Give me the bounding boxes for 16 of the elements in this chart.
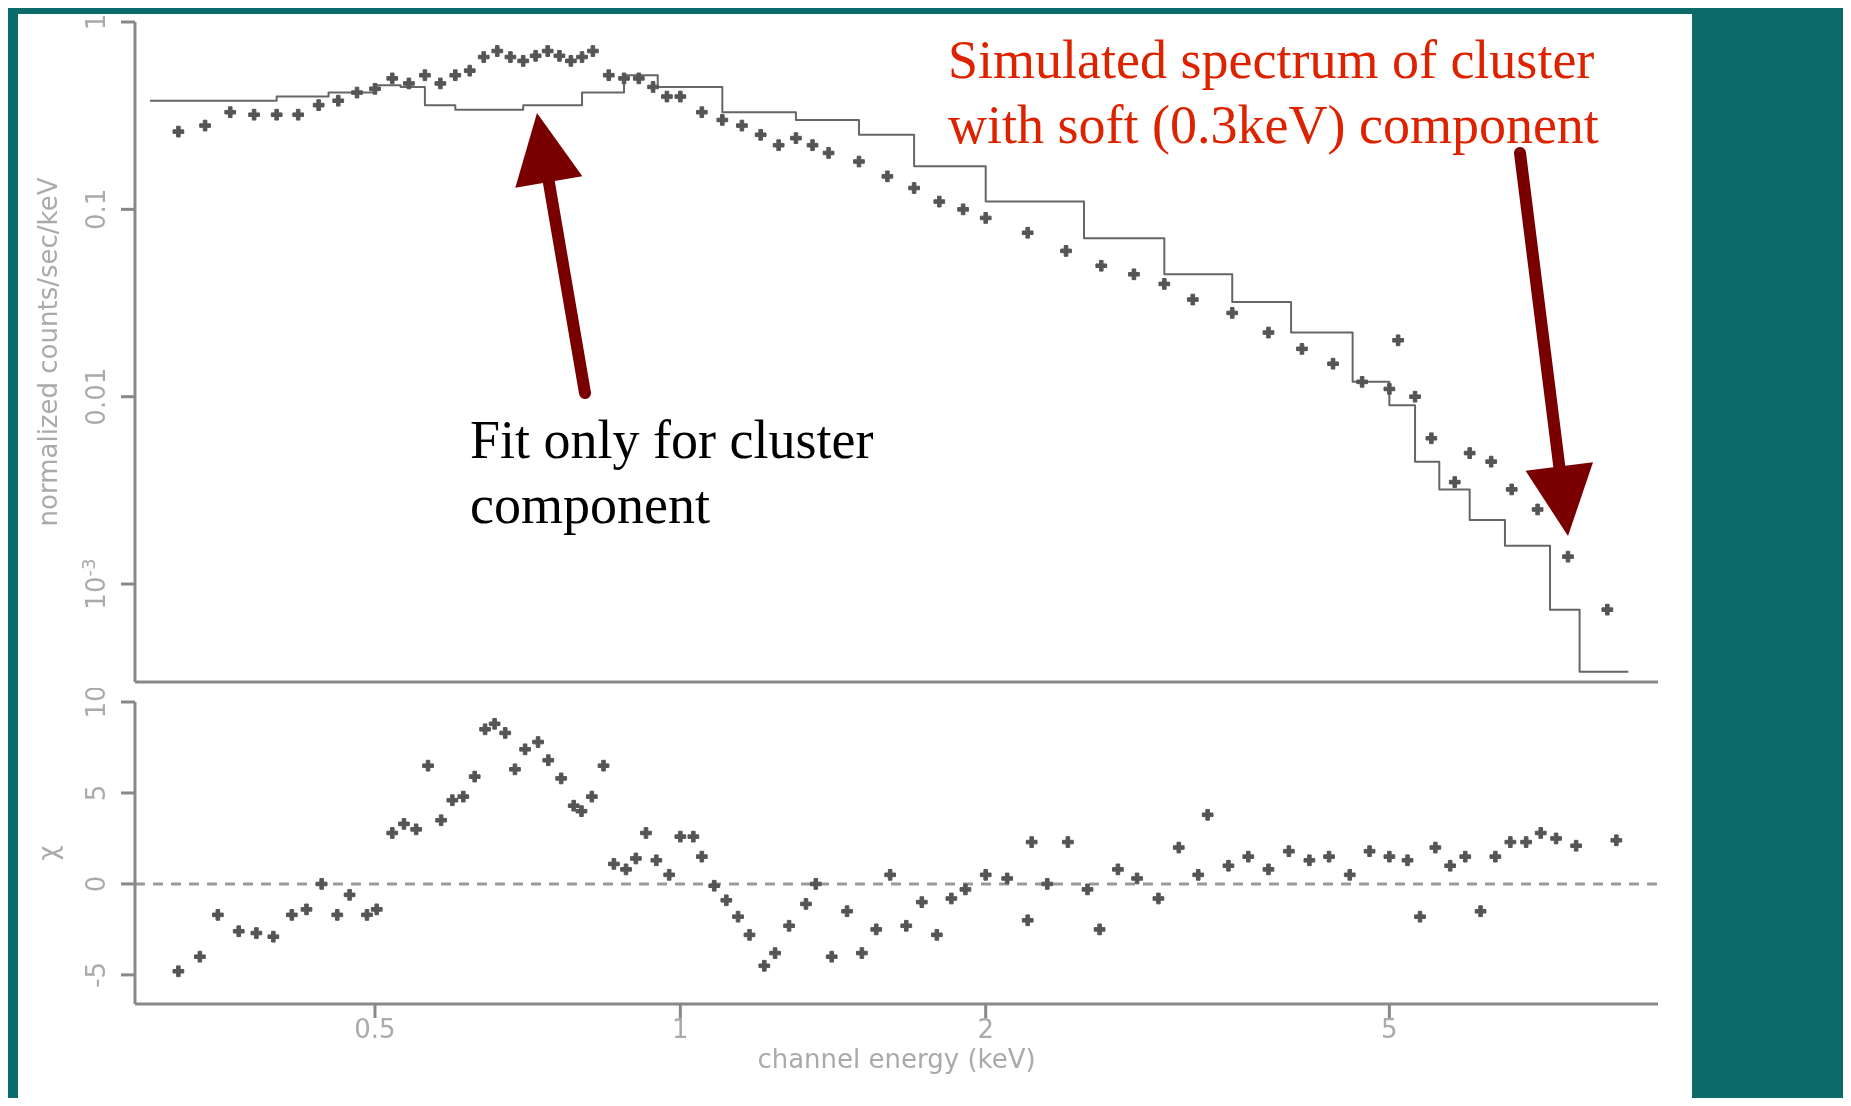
y-tick-label: 0.01 <box>81 367 111 426</box>
x-tick-label: 0.5 <box>354 1014 396 1045</box>
x-axis-title: channel energy (keV) <box>757 1044 1036 1074</box>
x-tick-label: 5 <box>1381 1014 1398 1045</box>
y-tick-label: 5 <box>81 784 111 802</box>
x-tick-label: 2 <box>977 1014 994 1045</box>
y-tick-label: 0 <box>81 875 111 893</box>
annotation: Fit only for cluster component <box>470 409 875 537</box>
y-axis-title: normalized counts/sec/keV <box>33 177 63 527</box>
x-tick-label: 1 <box>672 1014 689 1045</box>
y-tick-label: -5 <box>81 961 111 988</box>
y-tick-label: 1 <box>81 13 111 31</box>
y-axis-title: χ <box>33 845 63 861</box>
y-tick-label: 0.1 <box>81 188 111 231</box>
y-tick-label: 10 <box>81 685 111 719</box>
annotation: Simulated spectrum of cluster with soft (0.3keV) component <box>948 29 1600 157</box>
